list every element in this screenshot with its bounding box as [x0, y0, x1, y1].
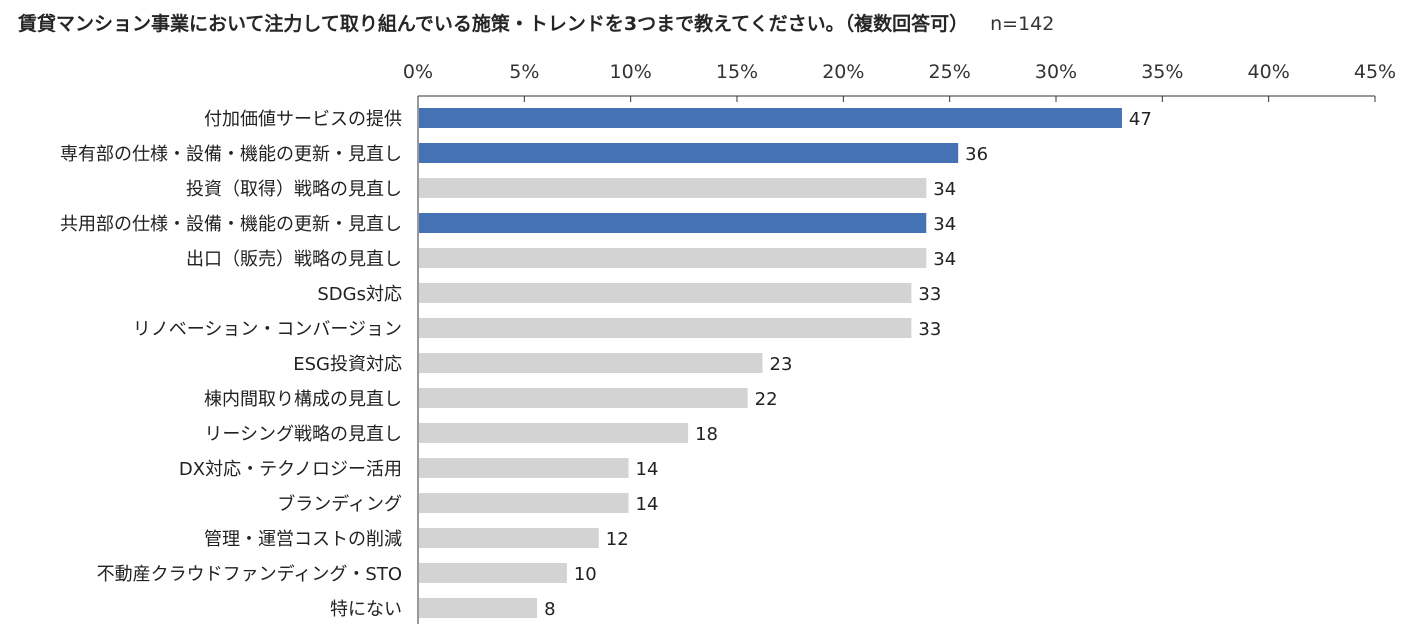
- bar: [419, 353, 763, 373]
- value-label: 34: [933, 249, 956, 270]
- value-label: 10: [574, 564, 597, 585]
- x-tick-label: 35%: [1141, 61, 1183, 83]
- value-label: 34: [933, 214, 956, 235]
- category-label: 専有部の仕様・設備・機能の更新・見直し: [60, 144, 402, 165]
- category-label: ESG投資対応: [293, 354, 402, 375]
- bar: [419, 143, 959, 163]
- value-label: 47: [1129, 109, 1152, 130]
- chart-title: 賃貸マンション事業において注力して取り組んでいる施策・トレンドを3つまで教えてく…: [18, 13, 969, 35]
- category-label: リノベーション・コンバージョン: [133, 319, 402, 340]
- category-label: 不動産クラウドファンディング・STO: [97, 564, 402, 585]
- bar: [419, 493, 629, 513]
- x-tick-label: 20%: [822, 61, 864, 83]
- bar: [419, 388, 748, 408]
- x-tick-label: 15%: [716, 61, 758, 83]
- category-label: リーシング戦略の見直し: [204, 424, 402, 445]
- bar: [419, 283, 912, 303]
- bar: [419, 178, 927, 198]
- category-label: DX対応・テクノロジー活用: [179, 459, 402, 480]
- category-label: SDGs対応: [317, 284, 402, 305]
- value-label: 22: [755, 389, 778, 410]
- value-label: 33: [918, 319, 941, 340]
- category-label: 投資（取得）戦略の見直し: [186, 179, 402, 200]
- bar: [419, 528, 599, 548]
- bar: [419, 423, 689, 443]
- title-line: 賃貸マンション事業において注力して取り組んでいる施策・トレンドを3つまで教えてく…: [18, 8, 1054, 40]
- category-label: 出口（販売）戦略の見直し: [186, 249, 402, 270]
- bar: [419, 248, 927, 268]
- bar: [419, 213, 927, 233]
- value-label: 33: [918, 284, 941, 305]
- x-tick-label: 0%: [403, 61, 433, 83]
- bar: [419, 108, 1122, 128]
- x-tick-label: 30%: [1035, 61, 1077, 83]
- bar: [419, 563, 567, 583]
- value-label: 14: [636, 494, 659, 515]
- x-tick-label: 10%: [610, 61, 652, 83]
- category-label: 付加価値サービスの提供: [204, 109, 402, 130]
- category-label: 共用部の仕様・設備・機能の更新・見直し: [60, 214, 402, 235]
- category-label: 特にない: [330, 599, 402, 620]
- value-label: 23: [770, 354, 793, 375]
- value-label: 34: [933, 179, 956, 200]
- x-tick-label: 45%: [1354, 61, 1396, 83]
- bar: [419, 598, 538, 618]
- value-label: 14: [636, 459, 659, 480]
- sample-size: n=142: [990, 13, 1055, 35]
- x-tick-label: 40%: [1248, 61, 1290, 83]
- value-label: 36: [965, 144, 988, 165]
- value-label: 18: [695, 424, 718, 445]
- x-tick-label: 5%: [509, 61, 539, 83]
- value-label: 8: [544, 599, 555, 620]
- value-label: 12: [606, 529, 629, 550]
- category-label: 棟内間取り構成の見直し: [204, 389, 402, 410]
- x-tick-label: 25%: [929, 61, 971, 83]
- bar: [419, 318, 912, 338]
- category-label: 管理・運営コストの削減: [204, 529, 402, 550]
- bar: [419, 458, 629, 478]
- category-label: ブランディング: [277, 493, 402, 515]
